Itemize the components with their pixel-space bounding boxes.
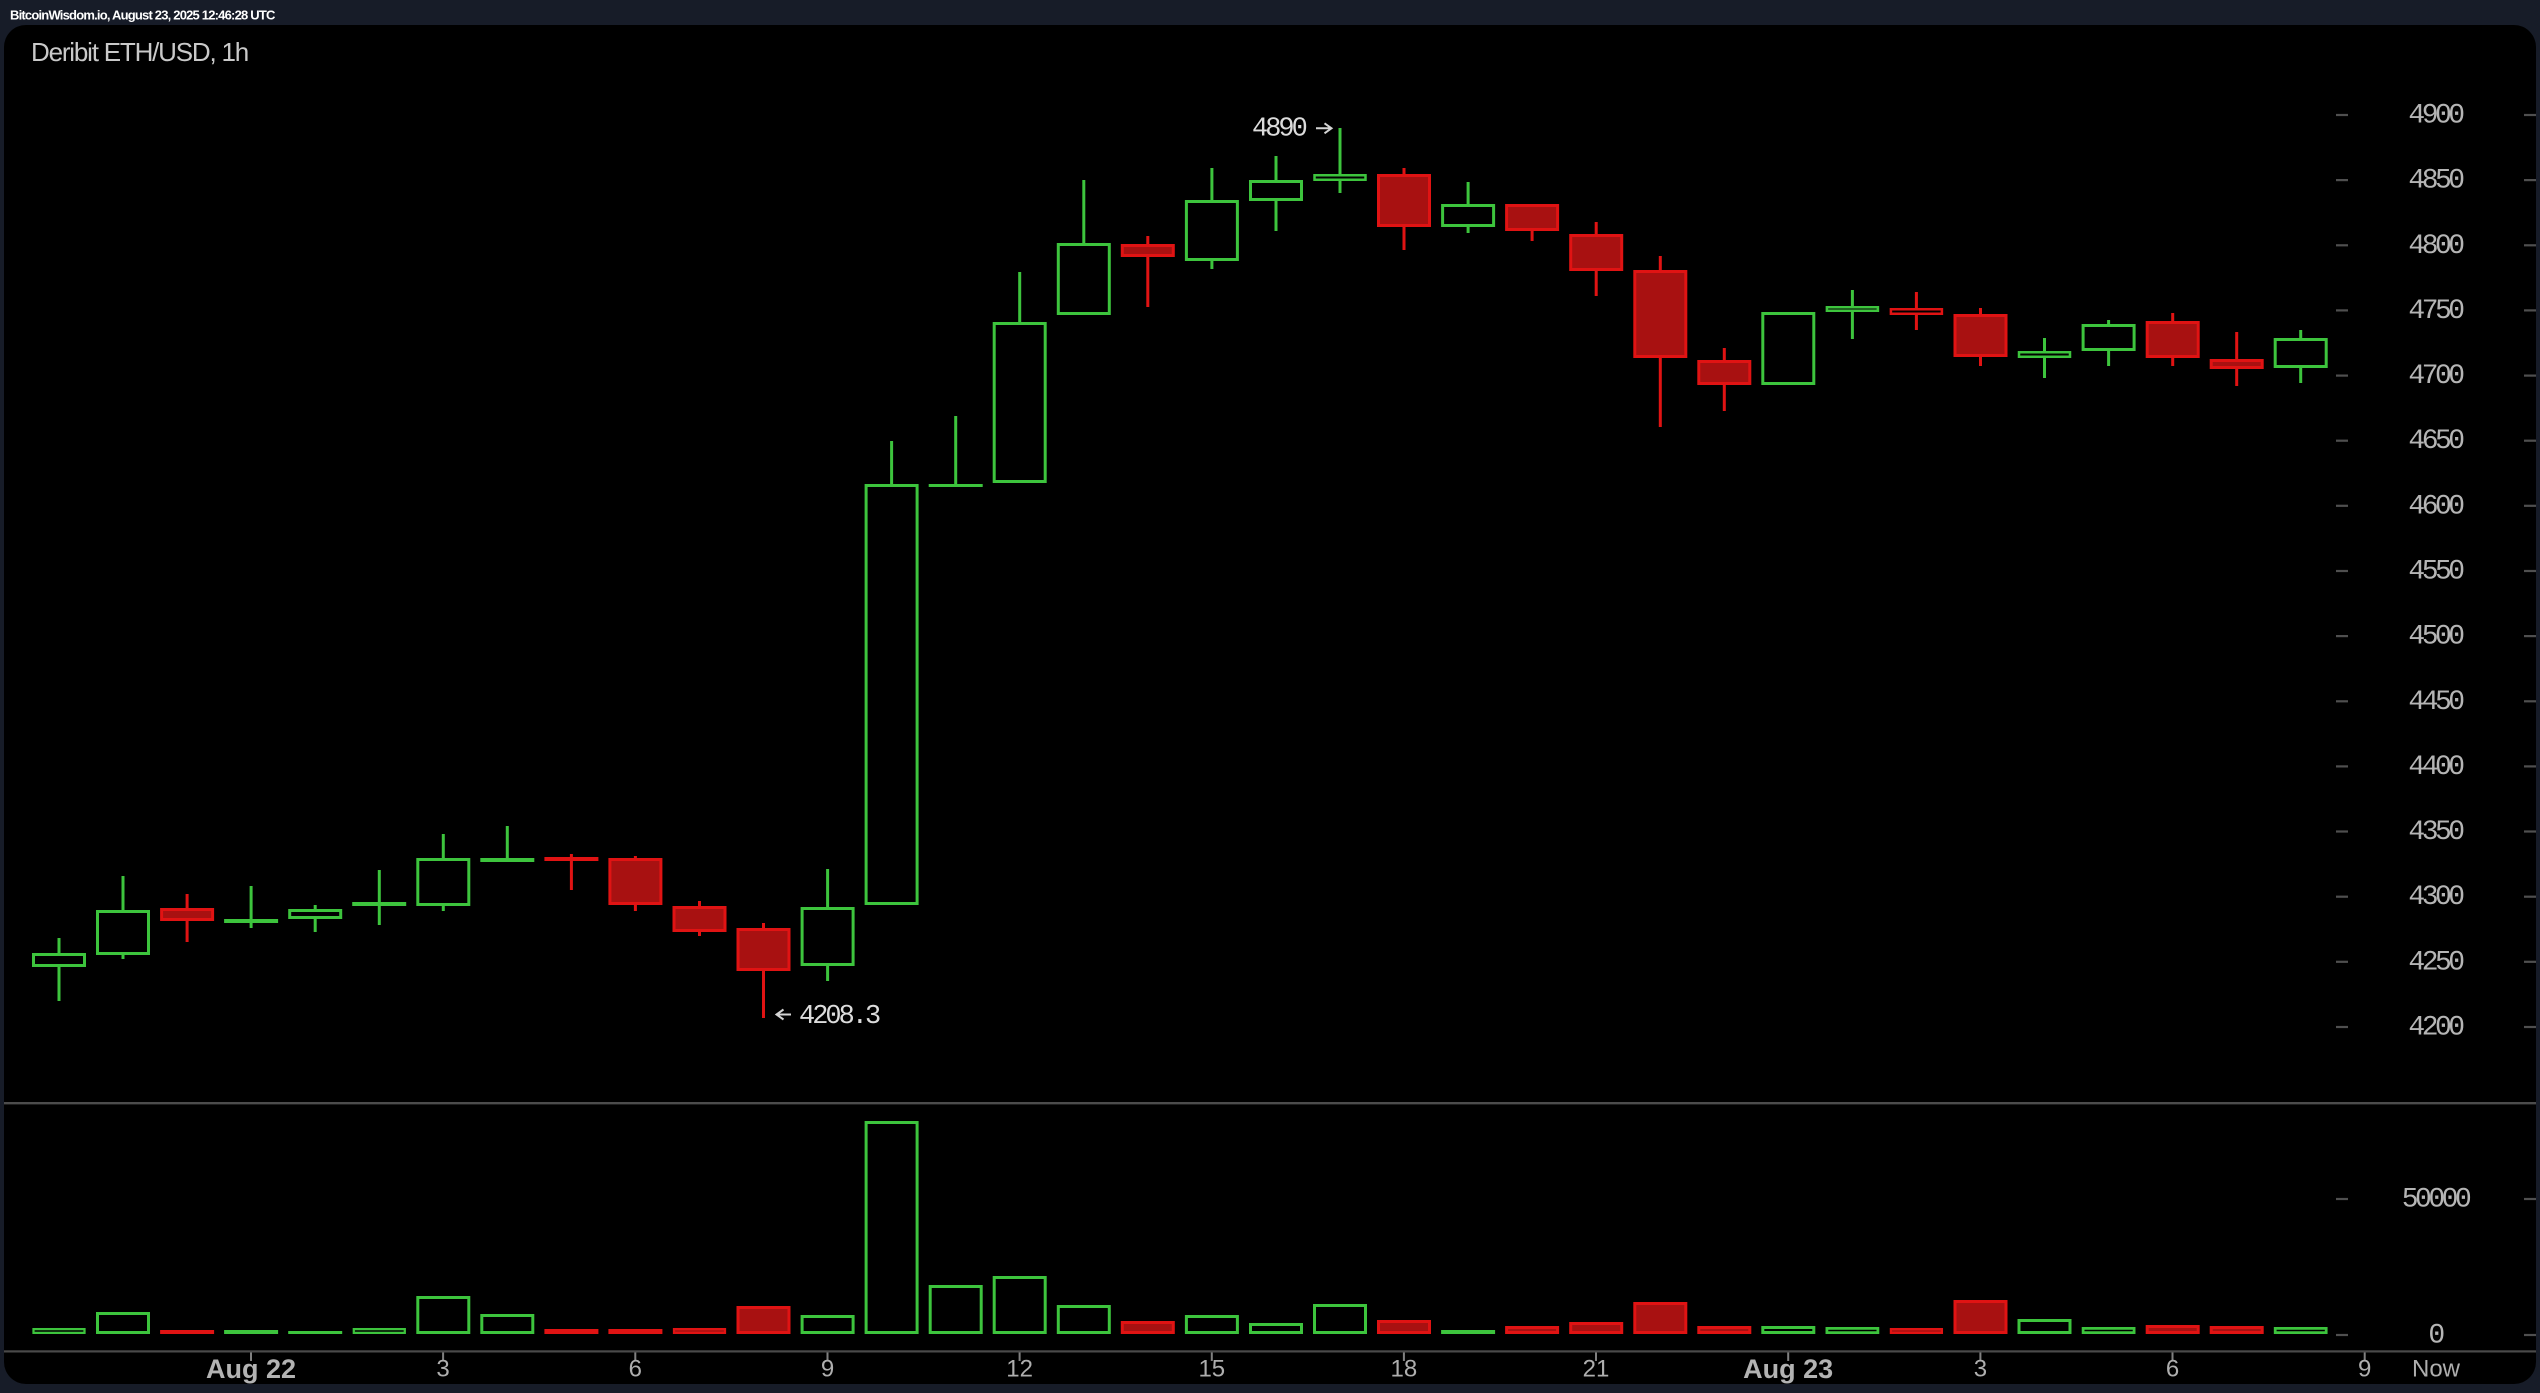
svg-text:3: 3 (1974, 1356, 1987, 1383)
svg-text:BitcoinWisdom.io, August 23, 2: BitcoinWisdom.io, August 23, 2025 12:46:… (10, 8, 276, 23)
svg-text:Aug 23: Aug 23 (1743, 1354, 1833, 1384)
svg-text:15: 15 (1198, 1356, 1225, 1383)
svg-text:12: 12 (1006, 1356, 1033, 1383)
svg-text:18: 18 (1391, 1356, 1418, 1383)
svg-text:9: 9 (821, 1356, 834, 1383)
svg-text:Now: Now (2412, 1356, 2461, 1383)
svg-text:4800: 4800 (2408, 231, 2464, 262)
svg-text:4890: 4890 (1252, 115, 1307, 145)
svg-text:4500: 4500 (2408, 622, 2464, 653)
svg-text:4450: 4450 (2408, 687, 2464, 718)
svg-text:4250: 4250 (2408, 947, 2464, 978)
svg-text:4700: 4700 (2408, 361, 2464, 392)
svg-text:4300: 4300 (2408, 882, 2464, 913)
svg-text:4650: 4650 (2408, 426, 2464, 457)
svg-text:21: 21 (1583, 1356, 1610, 1383)
svg-text:4350: 4350 (2408, 817, 2464, 848)
svg-text:9: 9 (2358, 1356, 2371, 1383)
svg-text:4850: 4850 (2408, 166, 2464, 197)
svg-text:50000: 50000 (2402, 1185, 2471, 1216)
svg-text:4600: 4600 (2408, 491, 2464, 522)
svg-text:6: 6 (629, 1356, 642, 1383)
svg-text:Aug 22: Aug 22 (206, 1354, 296, 1384)
svg-text:4550: 4550 (2408, 557, 2464, 588)
svg-text:4750: 4750 (2408, 296, 2464, 327)
svg-text:4900: 4900 (2408, 101, 2464, 132)
svg-text:4200: 4200 (2408, 1013, 2464, 1044)
svg-text:4208.3: 4208.3 (799, 1002, 880, 1032)
svg-text:Deribit ETH/USD, 1h: Deribit ETH/USD, 1h (31, 37, 248, 67)
svg-text:4400: 4400 (2408, 752, 2464, 783)
svg-text:3: 3 (436, 1356, 449, 1383)
svg-text:6: 6 (2166, 1356, 2179, 1383)
